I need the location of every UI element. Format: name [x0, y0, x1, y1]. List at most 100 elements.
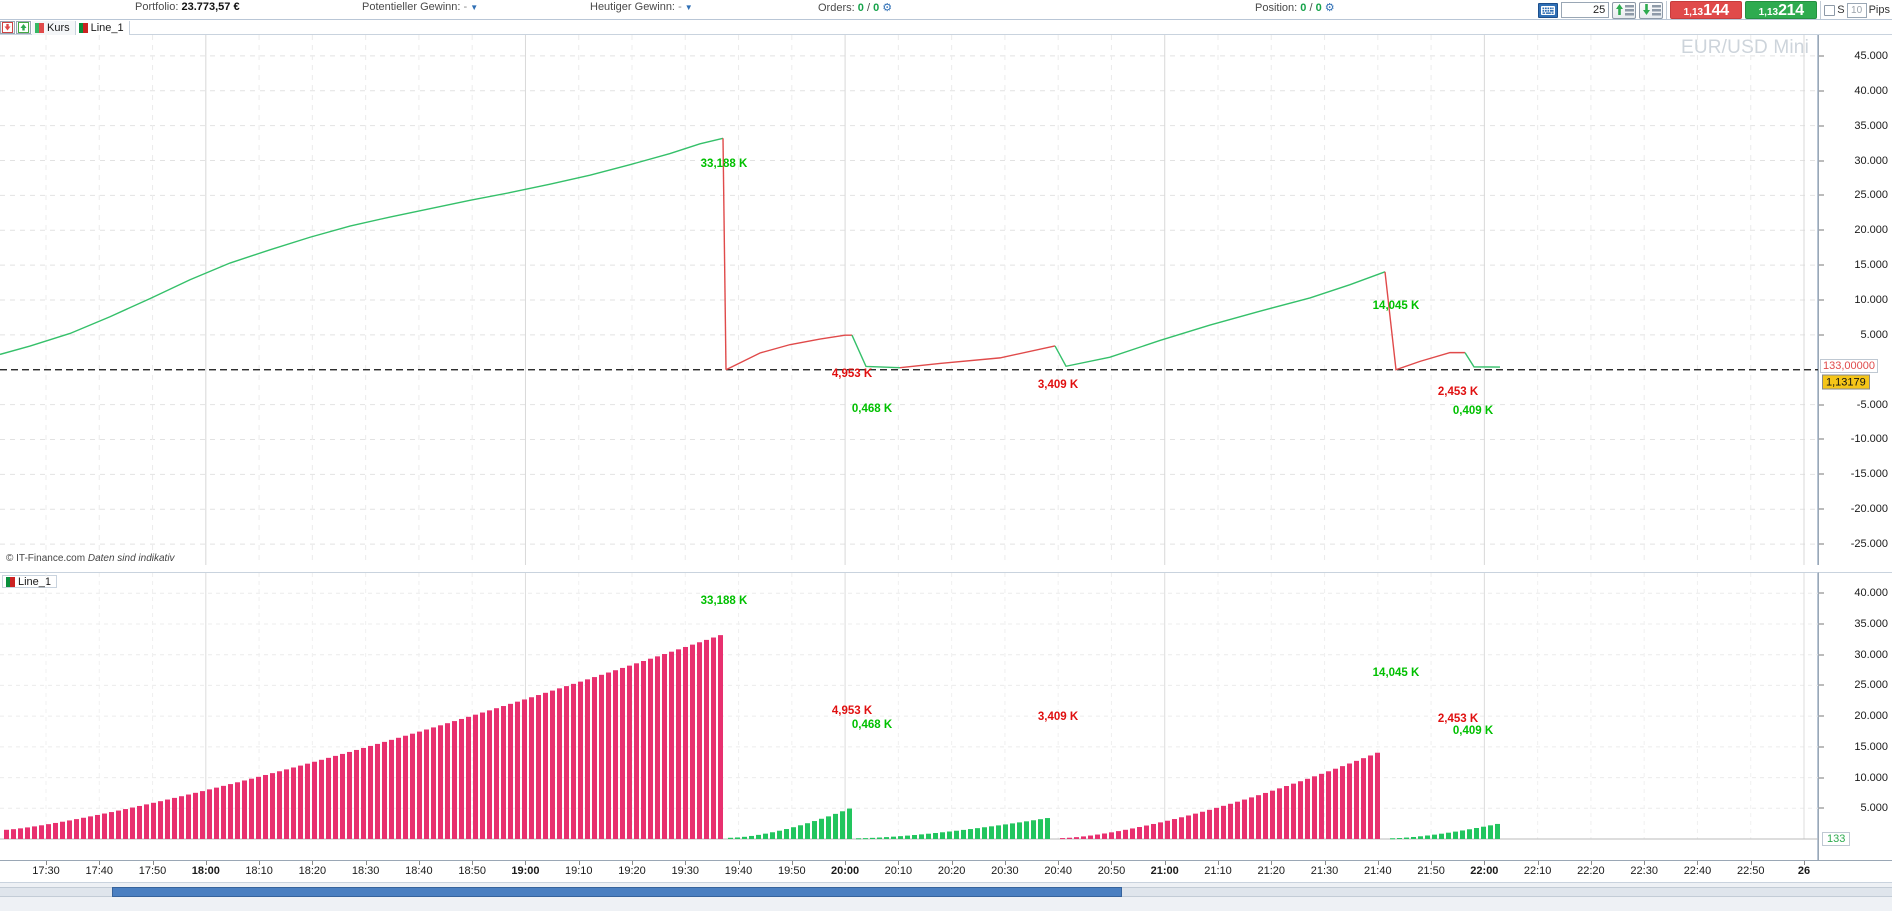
time-axis-label: 19:00	[511, 865, 540, 877]
sell-price-prefix: 1,13	[1683, 7, 1704, 18]
time-axis-tick	[1111, 861, 1113, 865]
main-chart-plot[interactable]: EUR/USD Mini © IT-Finance.com Daten sind…	[0, 35, 1818, 565]
chart-scrollbar[interactable]	[0, 882, 1892, 911]
sub-y-axis-tick-label: 15.000	[1854, 740, 1888, 753]
sub-y-axis-tick-label: 35.000	[1854, 618, 1888, 630]
time-axis-label: 19:10	[564, 865, 593, 877]
scrollbar-thumb[interactable]	[112, 887, 1122, 897]
sub-y-axis-tick-mark	[1819, 623, 1824, 625]
sub-chart-legend[interactable]: Line_1	[2, 575, 58, 588]
position-field: Position: 0 / 0 ⚙	[1255, 1, 1335, 14]
y-axis-tick-mark	[1819, 229, 1824, 231]
time-axis-tick	[1377, 861, 1379, 865]
today-profit-value: -	[678, 1, 682, 13]
time-axis-label: 21:50	[1417, 865, 1445, 877]
sub-chart-plot[interactable]: Line_1 33,188 K 4,953 K 0,468 K 3,409 K 14,0…	[0, 572, 1818, 860]
portfolio-value: 23.773,57 €	[181, 1, 240, 13]
time-axis-label: 19:50	[778, 865, 806, 877]
y-axis-tick-mark	[1819, 55, 1824, 57]
increase-position-button[interactable]	[1612, 1, 1637, 19]
chevron-down-icon[interactable]: ▼	[470, 3, 479, 12]
time-axis-tick	[845, 861, 847, 865]
sub-chart-axis[interactable]: 40.000 35.000 30.000 25.000 20.000 15.000 10.0…	[1818, 572, 1892, 860]
sell-price-button[interactable]: 1,13 144	[1670, 1, 1743, 19]
copyright-note: Daten sind indikativ	[87, 553, 175, 564]
sub-y-axis-tick-label: 30.000	[1854, 648, 1888, 661]
time-axis-label: 19:40	[724, 865, 753, 877]
y-axis-tick-label: 10.000	[1854, 294, 1888, 306]
time-axis-label: 18:40	[405, 865, 433, 877]
buy-price-prefix: 1,13	[1758, 7, 1779, 18]
time-axis-label: 21:10	[1204, 865, 1232, 877]
time-axis-tick	[418, 861, 420, 865]
time-axis-tick	[951, 861, 953, 865]
decrease-position-button[interactable]	[1639, 1, 1664, 19]
position-label: Position:	[1255, 2, 1298, 14]
toolbar-divider	[1666, 1, 1668, 19]
potential-profit-field[interactable]: Potentieller Gewinn: - ▼	[362, 1, 478, 13]
y-axis-tick-label: -25.000	[1850, 538, 1888, 551]
data-point-label: 14,045 K	[1372, 300, 1420, 312]
time-axis-label: 22:10	[1523, 865, 1552, 877]
sub-price-marker: 133	[1822, 832, 1851, 846]
sub-y-axis-tick-label: 40.000	[1854, 587, 1888, 600]
position-settings-icon[interactable]: ⚙	[1324, 2, 1335, 14]
portfolio-field: Portfolio: 23.773,57 €	[135, 1, 240, 13]
quantity-input[interactable]	[1561, 2, 1610, 18]
stop-loss-checkbox[interactable]	[1824, 4, 1836, 16]
collapse-up-icon[interactable]	[16, 21, 31, 34]
sub-data-point-label: 0,468 K	[851, 719, 893, 731]
time-axis-tick	[898, 861, 900, 865]
legend-tab-line1-label: Line_1	[90, 21, 124, 34]
y-axis-tick-mark	[1819, 264, 1824, 266]
stop-pips-input[interactable]: 10	[1846, 2, 1867, 18]
time-axis-label: 21:40	[1364, 865, 1392, 877]
sub-data-point-label: 0,409 K	[1452, 725, 1494, 737]
time-axis-tick	[312, 861, 314, 865]
time-axis-tick	[152, 861, 154, 865]
orders-label: Orders:	[818, 2, 855, 14]
legend-tab-kurs[interactable]: Kurs	[32, 20, 76, 35]
line1-swatch-icon	[78, 22, 88, 33]
orders-settings-icon[interactable]: ⚙	[882, 2, 893, 14]
y-axis-tick-label: 35.000	[1854, 119, 1888, 132]
stop-loss-group: S 10 Pips	[1824, 2, 1890, 18]
sub-chart-svg	[0, 573, 1818, 840]
time-axis-label: 18:30	[351, 865, 380, 877]
stop-loss-label: S	[1837, 4, 1845, 16]
time-axis-tick	[791, 861, 793, 865]
time-axis-label: 17:40	[85, 865, 114, 877]
collapse-down-icon[interactable]	[0, 21, 15, 34]
sub-y-axis-tick-mark	[1819, 654, 1824, 656]
y-axis-tick-mark	[1819, 160, 1824, 162]
data-point-label: 0,409 K	[1452, 405, 1494, 417]
position-buy-count: 0	[1300, 2, 1307, 14]
time-axis-tick	[1484, 861, 1486, 865]
data-point-label: 3,409 K	[1037, 379, 1079, 391]
buy-price-button[interactable]: 1,13 214	[1745, 1, 1818, 19]
time-axis-label: 21:30	[1310, 865, 1339, 877]
pips-label: Pips	[1868, 4, 1890, 16]
time-axis-label: 22:00	[1470, 865, 1499, 877]
keyboard-icon[interactable]	[1538, 2, 1559, 18]
y-axis-tick-label: 20.000	[1854, 224, 1888, 237]
line1-swatch-icon	[6, 576, 15, 587]
legend-tab-line1[interactable]: Line_1	[75, 20, 130, 35]
y-axis-tick-mark	[1819, 194, 1824, 196]
time-axis-label: 17:30	[32, 865, 60, 877]
main-price-axis[interactable]: 45.000 40.000 35.000 30.000 25.000 20.000 15.0…	[1818, 35, 1892, 565]
time-axis-label: 22:50	[1736, 865, 1765, 877]
sub-y-axis-tick-label: 20.000	[1854, 710, 1888, 723]
today-profit-field[interactable]: Heutiger Gewinn: - ▼	[590, 1, 693, 13]
time-axis[interactable]: 17:30 17:40 17:50 18:00 18:10 18:20 18:30 18:40…	[0, 860, 1892, 882]
orders-buy-count: 0	[857, 2, 864, 14]
y-axis-tick-mark	[1819, 90, 1824, 92]
account-status-bar: Portfolio: 23.773,57 € Potentieller Gewi…	[0, 0, 1892, 20]
sub-y-axis-tick-mark	[1819, 807, 1824, 809]
chevron-down-icon[interactable]: ▼	[684, 3, 693, 12]
time-axis-tick	[1590, 861, 1592, 865]
orders-field: Orders: 0 / 0 ⚙	[818, 1, 892, 14]
time-axis-tick	[1750, 861, 1752, 865]
y-axis-tick-mark	[1819, 125, 1824, 127]
